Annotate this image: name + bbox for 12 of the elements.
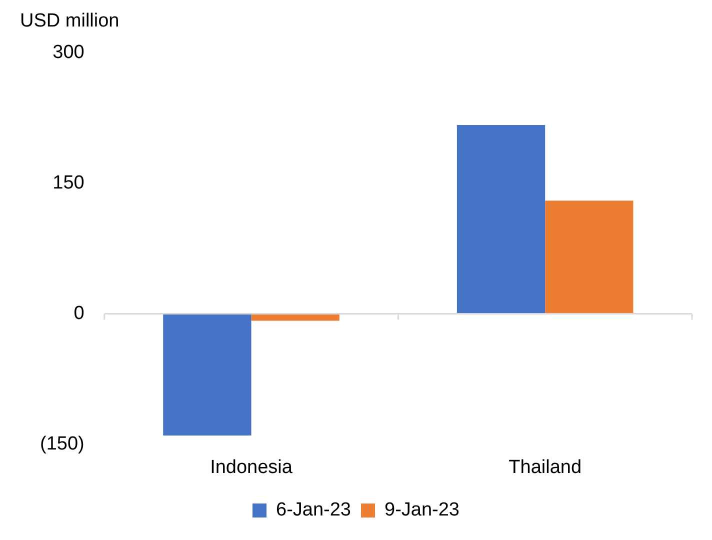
bar (456, 124, 546, 314)
bar (163, 314, 252, 436)
y-tick-label: 150 (52, 172, 84, 194)
y-tick-label: 300 (52, 42, 84, 64)
legend-label: 9-Jan-23 (384, 500, 460, 521)
x-tick-label: Thailand (508, 456, 582, 478)
y-tick-label: 0 (74, 302, 84, 324)
y-tick-label: (150) (40, 433, 84, 454)
y-axis-title: USD million (20, 10, 120, 32)
x-tick-label: Indonesia (210, 456, 293, 478)
bar (545, 200, 634, 314)
legend-label: 6-Jan-23 (276, 500, 352, 521)
